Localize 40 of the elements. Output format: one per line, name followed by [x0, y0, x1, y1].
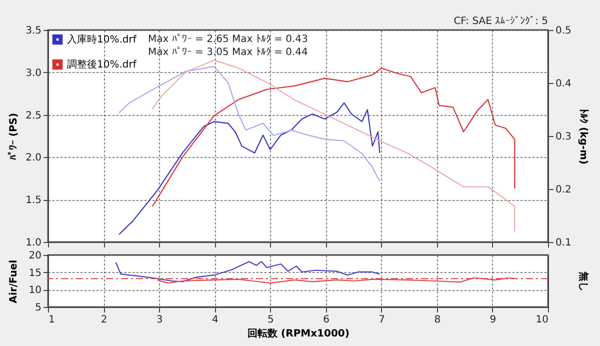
legend-label: 調整後10%.drf — [67, 58, 137, 70]
x-tick-label: 1 — [48, 314, 55, 326]
x-tick-label: 10 — [536, 314, 548, 326]
x-axis-title: 回転数 (RPMx1000) — [248, 328, 350, 340]
y-tick-label: 3.0 — [26, 68, 42, 79]
x-tick-label: 3 — [156, 314, 163, 326]
annotation: Max ﾊﾟﾜｰ = 3.05 Max ﾄﾙｸ = 0.44 — [148, 47, 308, 58]
y-tick-label: 1.0 — [26, 238, 42, 248]
y2-tick-label: 0.4 — [556, 78, 572, 90]
x-tick-label: 7 — [378, 314, 386, 326]
text: CF: SAE ｽﾑｰｼﾞﾝｸﾞ: 5 — [454, 15, 548, 27]
y2-tick-label: 0.1 — [556, 238, 572, 248]
y-tick-label: 1.5 — [26, 195, 42, 206]
x-tick-label: 2 — [100, 314, 108, 326]
y-tick-label: 5 — [35, 302, 42, 314]
x-tick-label: 4 — [212, 314, 218, 326]
y-tick-label: 15 — [28, 268, 42, 279]
line-series — [152, 68, 516, 207]
y-tick-label: 2.5 — [26, 110, 42, 122]
x-tick-label: 6 — [323, 314, 330, 326]
y-tick-label: 10 — [28, 285, 42, 296]
y2-tick-label: 0.5 — [556, 26, 572, 36]
line-series — [115, 261, 380, 282]
annotation: Max ﾊﾟﾜｰ = 2.65 Max ﾄﾙｸ = 0.43 — [148, 34, 308, 45]
x-tick-label: 9 — [490, 314, 496, 326]
x-tick-label: 5 — [268, 314, 274, 326]
y2-tick-label: 0.2 — [556, 184, 572, 196]
y-tick-label: 20 — [28, 250, 42, 262]
y2-axis-title: ﾄﾙｸ (kg-m) — [578, 108, 590, 165]
y-axis-title: Air/Fuel — [8, 260, 20, 304]
y-axis-title: ﾊﾟﾜｰ (PS) — [8, 112, 20, 160]
legend-label: 入庫時10%.drf — [67, 34, 137, 46]
x-tick-label: 8 — [434, 314, 441, 326]
line-series — [118, 66, 380, 182]
line-series — [118, 102, 380, 235]
y-tick-label: 2.0 — [26, 152, 42, 164]
y2-axis-title: 無し — [578, 270, 590, 292]
line-series — [152, 60, 516, 232]
y2-tick-label: 0.3 — [556, 132, 572, 142]
y-tick-label: 3.5 — [26, 26, 42, 36]
